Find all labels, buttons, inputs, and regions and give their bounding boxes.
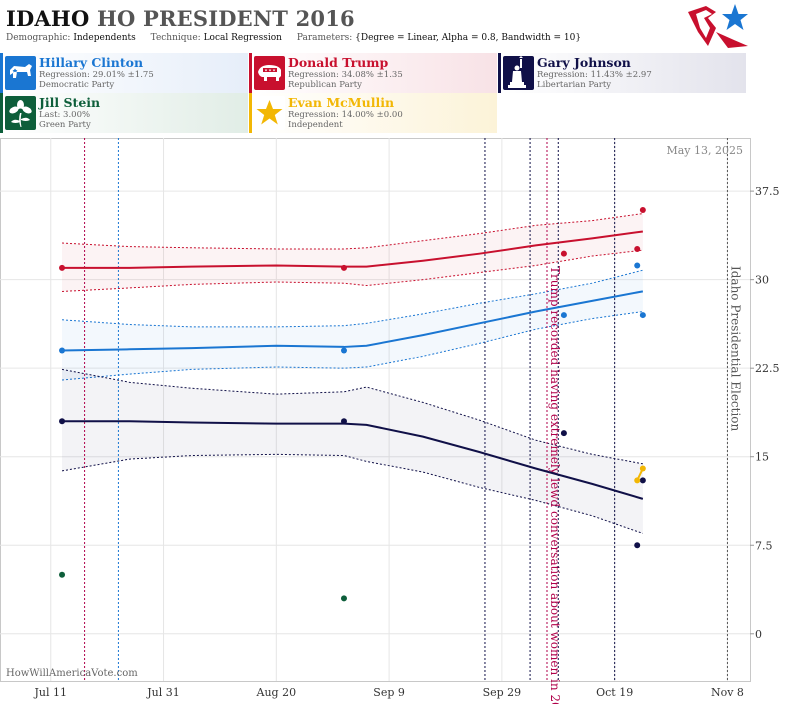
poll-point[interactable]: [59, 571, 66, 578]
chart-date: May 13, 2025: [666, 144, 743, 157]
x-tick-label: Nov 8: [711, 686, 744, 699]
confidence-band: [62, 213, 643, 292]
technique-label: Technique:: [150, 33, 201, 43]
confidence-lower: [61, 311, 643, 381]
poll-point[interactable]: [59, 347, 66, 354]
candidate-party: Libertarian Party: [537, 80, 612, 90]
candidate-card-stein[interactable]: Jill Stein Last: 3.00% Green Party: [0, 93, 248, 133]
candidate-regression: Regression: 29.01% ±1.75: [39, 70, 154, 80]
poll-point[interactable]: [639, 207, 646, 214]
confidence-band: [62, 369, 643, 534]
candidate-name: Donald Trump: [288, 55, 389, 70]
candidate-card-clinton[interactable]: Hillary Clinton Regression: 29.01% ±1.75…: [0, 53, 248, 93]
poll-point[interactable]: [639, 477, 646, 484]
poll-point[interactable]: [634, 245, 641, 252]
poll-chart: Trump recorded having extremely lewd con…: [0, 138, 780, 704]
site-logo[interactable]: [686, 2, 748, 50]
candidate-card-mcmullin[interactable]: Evan McMullin Regression: 14.00% ±0.00 I…: [249, 93, 497, 133]
y-tick-label: 22.5: [755, 362, 780, 375]
star-icon: [254, 96, 285, 130]
y-tick-label: 30: [755, 274, 769, 287]
poll-point[interactable]: [634, 262, 641, 269]
candidate-name: Evan McMullin: [288, 95, 395, 110]
poll-point[interactable]: [340, 418, 347, 425]
event-label: Trump recorded having extremely lewd con…: [548, 266, 562, 704]
demographic-value: Independents: [73, 33, 136, 43]
y-tick-label: 7.5: [755, 539, 773, 552]
parameters-value: {Degree = Linear, Alpha = 0.8, Bandwidth…: [355, 33, 582, 43]
confidence-upper: [62, 213, 643, 250]
poll-point[interactable]: [340, 595, 347, 602]
title-state: IDAHO: [6, 6, 90, 31]
candidate-party: Republican Party: [288, 80, 362, 90]
technique-value: Local Regression: [203, 33, 282, 43]
title-rest: HO PRESIDENT 2016: [96, 6, 355, 31]
x-tick-label: Oct 19: [596, 686, 633, 699]
confidence-lower: [62, 249, 643, 292]
poll-point[interactable]: [634, 542, 641, 549]
y-tick-label: 0: [755, 628, 762, 641]
x-tick-label: Sep 9: [373, 686, 405, 699]
candidate-name: Jill Stein: [39, 95, 101, 110]
trend-line: [62, 290, 644, 352]
flower-icon: [5, 96, 36, 130]
poll-point[interactable]: [340, 347, 347, 354]
confidence-band: [62, 270, 643, 380]
candidate-card-johnson[interactable]: Gary Johnson Regression: 11.43% ±2.97 Li…: [498, 53, 746, 93]
candidate-name: Hillary Clinton: [39, 55, 144, 70]
candidate-regression: Regression: 14.00% ±0.00: [288, 110, 403, 120]
donkey-icon: [5, 56, 36, 90]
trend-line: [62, 230, 643, 269]
poll-point[interactable]: [634, 477, 641, 484]
poll-point[interactable]: [560, 250, 567, 257]
candidate-party: Independent: [288, 120, 343, 130]
statue-of-liberty-icon: [503, 56, 534, 90]
poll-point[interactable]: [639, 465, 646, 472]
poll-point[interactable]: [560, 312, 567, 319]
confidence-upper: [61, 269, 643, 328]
y-tick-label: 37.5: [755, 185, 780, 198]
page-title: IDAHO HO PRESIDENT 2016: [6, 6, 355, 31]
poll-point[interactable]: [340, 264, 347, 271]
poll-point[interactable]: [59, 418, 66, 425]
x-tick-label: Jul 31: [146, 686, 180, 699]
candidate-name: Gary Johnson: [537, 55, 631, 70]
candidate-party: Democratic Party: [39, 80, 115, 90]
candidate-party: Green Party: [39, 120, 91, 130]
poll-point[interactable]: [560, 430, 567, 437]
trend-line: [62, 420, 644, 500]
candidate-card-trump[interactable]: Donald Trump Regression: 34.08% ±1.35 Re…: [249, 53, 497, 93]
x-tick-label: Aug 20: [256, 686, 297, 699]
poll-point[interactable]: [639, 312, 646, 319]
x-tick-label: Jul 11: [33, 686, 67, 699]
y-tick-label: 15: [755, 451, 769, 464]
event-label: Idaho Presidential Election: [728, 266, 742, 432]
plot-area: [0, 138, 751, 682]
header: IDAHO HO PRESIDENT 2016 Demographic: Ind…: [0, 0, 789, 50]
demographic-label: Demographic:: [6, 33, 71, 43]
candidate-regression: Regression: 34.08% ±1.35: [288, 70, 403, 80]
parameters-label: Parameters:: [296, 33, 353, 43]
poll-point[interactable]: [59, 264, 66, 271]
parameters-line: Demographic: Independents Technique: Loc…: [6, 33, 593, 43]
watermark[interactable]: HowWillAmericaVote.com: [6, 668, 138, 679]
elephant-icon: [254, 56, 285, 90]
x-tick-label: Sep 29: [483, 686, 522, 699]
candidate-last-value: Last: 3.00%: [39, 110, 91, 120]
candidate-regression: Regression: 11.43% ±2.97: [537, 70, 652, 80]
